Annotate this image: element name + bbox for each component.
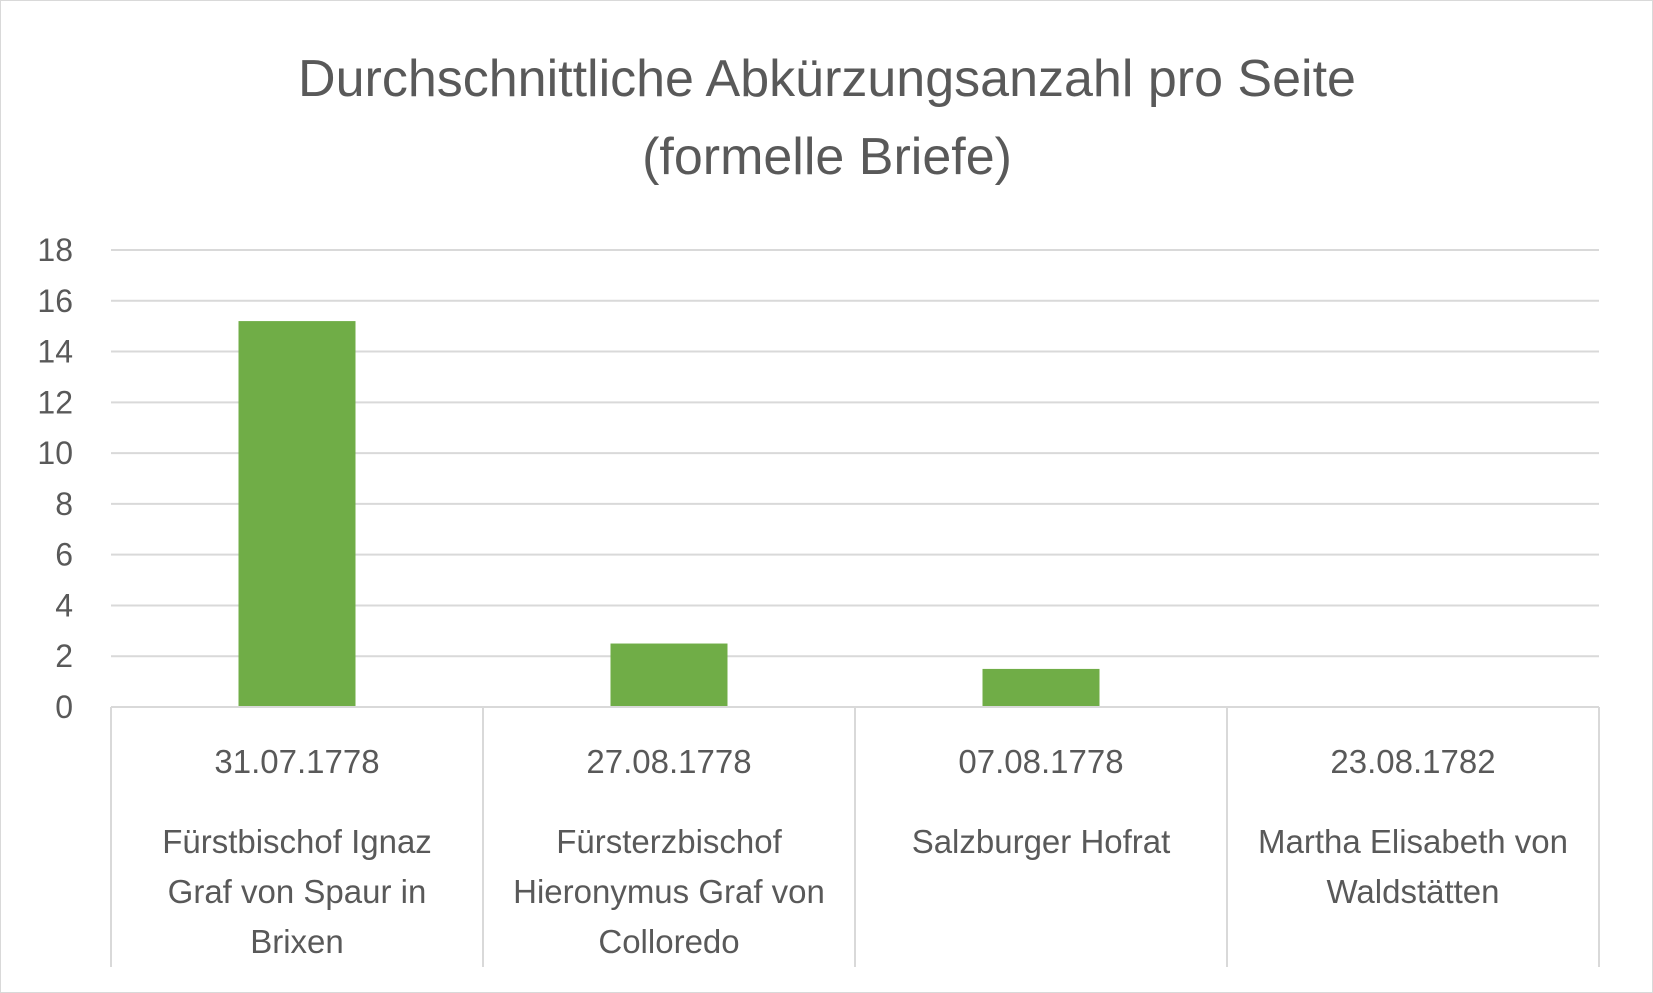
category-name-label: Fürsterzbischof: [556, 823, 782, 860]
category-name-label: Waldstätten: [1326, 873, 1499, 910]
category-name-label: Graf von Spaur in: [168, 873, 427, 910]
y-tick-label: 16: [37, 283, 73, 319]
category-date-label: 27.08.1778: [586, 743, 751, 780]
category-date-label: 31.07.1778: [214, 743, 379, 780]
y-tick-label: 6: [55, 537, 73, 573]
category-name-label: Hieronymus Graf von: [513, 873, 825, 910]
y-tick-label: 8: [55, 486, 73, 522]
bar: [238, 321, 356, 707]
category-name-label: Brixen: [250, 923, 344, 960]
bar: [982, 668, 1100, 707]
bars: [238, 321, 1100, 707]
category-date-label: 07.08.1778: [958, 743, 1123, 780]
chart-subtitle: (formelle Briefe): [642, 128, 1012, 186]
y-tick-label: 0: [55, 689, 73, 725]
y-tick-label: 4: [55, 587, 73, 623]
category-name-label: Fürstbischof Ignaz: [162, 823, 432, 860]
y-tick-label: 14: [37, 334, 73, 370]
category-date-label: 23.08.1782: [1330, 743, 1495, 780]
y-axis-ticks: 0 2 4 6 8 10 12 14 16 18: [37, 232, 73, 725]
y-tick-label: 10: [37, 435, 73, 471]
y-tick-label: 2: [55, 638, 73, 674]
chart-title: Durchschnittliche Abkürzungsanzahl pro S…: [298, 50, 1356, 108]
gridlines: [111, 249, 1599, 658]
y-tick-label: 12: [37, 384, 73, 420]
x-axis: 31.07.1778 Fürstbischof Ignaz Graf von Spa…: [110, 706, 1600, 967]
y-tick-label: 18: [37, 232, 73, 268]
category-name-label: Martha Elisabeth von: [1258, 823, 1568, 860]
category-name-label: Colloredo: [598, 923, 739, 960]
category-name-label: Salzburger Hofrat: [912, 823, 1171, 860]
bar: [610, 643, 728, 707]
